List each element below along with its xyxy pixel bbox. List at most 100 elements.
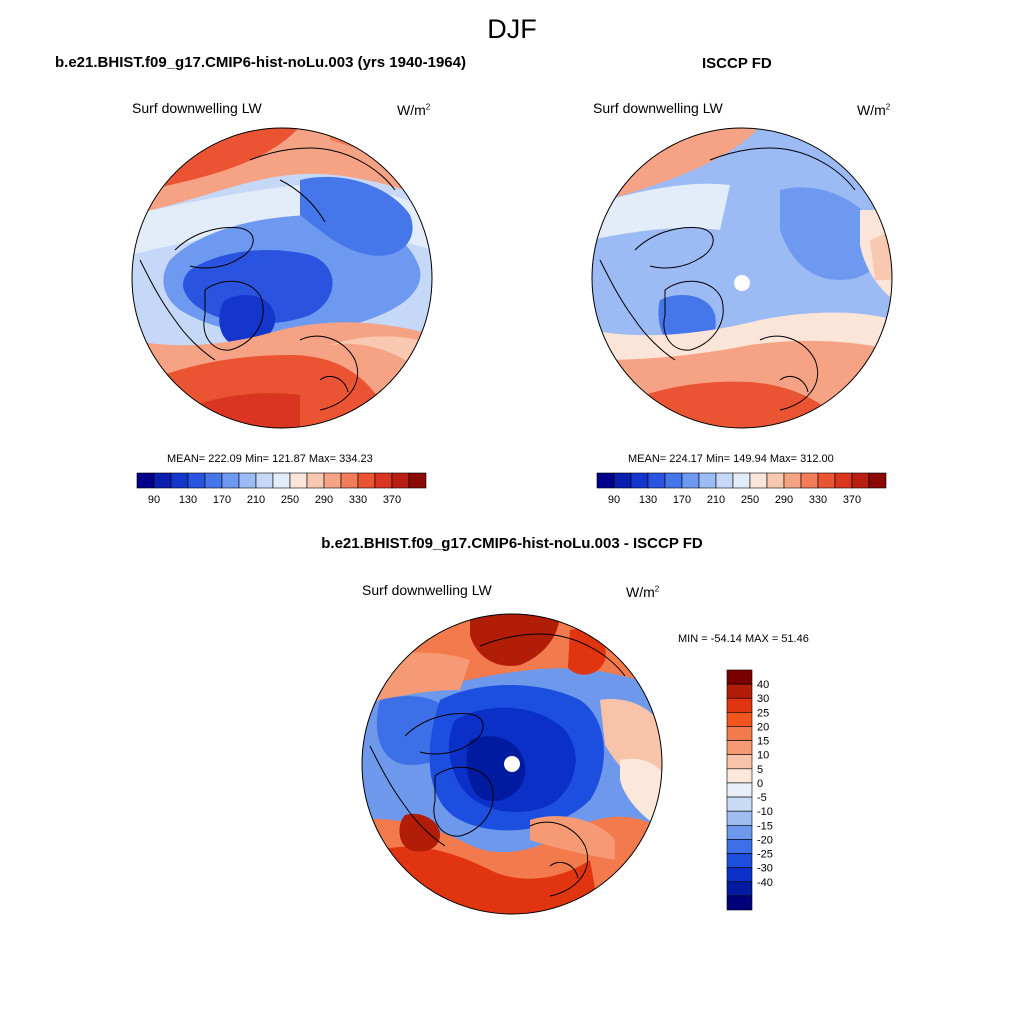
obs-colorbar-swatch	[681, 472, 700, 489]
diff-colorbar-swatch	[726, 867, 753, 883]
diff-colorbar-tick-label: 20	[757, 721, 769, 733]
diff-variable-label: Surf downwelling LW	[362, 582, 492, 598]
diff-colorbar-swatch	[726, 824, 753, 840]
obs-colorbar-tick-label: 90	[608, 494, 620, 506]
diff-colorbar-swatch	[726, 726, 753, 741]
obs-colorbar-swatch	[851, 472, 870, 489]
diff-colorbar-tick-label: -30	[757, 863, 773, 875]
model-colorbar-swatch	[357, 472, 376, 489]
diff-colorbar-swatch	[726, 881, 753, 897]
obs-polar-map	[591, 127, 893, 429]
obs-colorbar-swatch	[698, 472, 717, 489]
diff-polar-map	[361, 613, 663, 915]
diff-colorbar-tick-label: -15	[757, 820, 773, 832]
model-polar-map	[131, 127, 433, 429]
model-colorbar-tick-label: 370	[383, 494, 401, 506]
obs-colorbar-swatch	[868, 472, 887, 489]
model-colorbar-swatch	[153, 472, 172, 489]
diff-panel-title: b.e21.BHIST.f09_g17.CMIP6-hist-noLu.003 …	[321, 535, 703, 552]
model-colorbar-swatch	[340, 472, 359, 489]
model-stats: MEAN= 222.09 Min= 121.87 Max= 334.23	[167, 453, 373, 465]
model-colorbar-tick-label: 290	[315, 494, 333, 506]
obs-colorbar-swatch	[664, 472, 683, 489]
model-colorbar-swatch	[204, 472, 223, 489]
diff-colorbar-swatch	[726, 669, 753, 685]
model-colorbar-swatch	[374, 472, 393, 489]
diff-unit-label: W/m2	[626, 584, 660, 600]
model-colorbar-swatch	[272, 472, 291, 489]
model-colorbar-swatch	[238, 472, 257, 489]
obs-colorbar-swatch	[834, 472, 853, 489]
model-colorbar-swatch	[221, 472, 240, 489]
obs-colorbar-swatch	[800, 472, 819, 489]
diff-colorbar-swatch	[726, 895, 753, 911]
diff-colorbar-tick-label: 15	[757, 736, 769, 748]
diff-stats: MIN = -54.14 MAX = 51.46	[678, 633, 809, 645]
diff-colorbar-tick-label: 30	[757, 693, 769, 705]
obs-colorbar-swatch	[732, 472, 751, 489]
diff-colorbar-swatch	[726, 810, 753, 826]
obs-colorbar-swatch	[749, 472, 768, 489]
diff-colorbar-swatch	[726, 782, 753, 798]
model-colorbar-swatch	[289, 472, 308, 489]
obs-colorbar-tick-label: 330	[809, 494, 827, 506]
obs-colorbar-tick-label: 250	[741, 494, 759, 506]
model-colorbar-tick-label: 90	[148, 494, 160, 506]
model-colorbar-swatch	[136, 472, 155, 489]
obs-variable-label: Surf downwelling LW	[593, 100, 723, 116]
model-colorbar-swatch	[306, 472, 325, 489]
model-colorbar-tick-label: 330	[349, 494, 367, 506]
diff-colorbar-swatch	[726, 796, 753, 812]
model-colorbar-swatch	[391, 472, 410, 489]
obs-panel-title: ISCCP FD	[702, 55, 772, 72]
diff-colorbar-swatch	[726, 768, 753, 784]
obs-colorbar: 90 130 170 210 250 290 330 370	[596, 472, 887, 506]
model-variable-label: Surf downwelling LW	[132, 100, 262, 116]
model-colorbar-swatch	[323, 472, 342, 489]
diff-colorbar-tick-label: -10	[757, 806, 773, 818]
diff-colorbar-swatch	[726, 683, 753, 699]
diff-colorbar-tick-label: -20	[757, 834, 773, 846]
model-colorbar-swatch	[255, 472, 274, 489]
model-colorbar-swatch	[187, 472, 206, 489]
page-title: DJF	[487, 14, 537, 44]
diff-colorbar-swatch	[726, 754, 753, 770]
diff-colorbar-tick-label: 25	[757, 707, 769, 719]
obs-colorbar-swatch	[783, 472, 802, 489]
obs-colorbar-swatch	[766, 472, 785, 489]
obs-colorbar-tick-label: 290	[775, 494, 793, 506]
model-colorbar: 90 130 170 210 250 290 330 370	[136, 472, 427, 506]
diff-colorbar-tick-label: 0	[757, 778, 763, 790]
obs-unit-label: W/m2	[857, 102, 891, 118]
obs-colorbar-swatch	[613, 472, 632, 489]
diff-colorbar-tick-label: 10	[757, 750, 769, 762]
obs-stats: MEAN= 224.17 Min= 149.94 Max= 312.00	[628, 453, 834, 465]
obs-colorbar-tick-label: 170	[673, 494, 691, 506]
obs-colorbar-swatch	[647, 472, 666, 489]
diff-colorbar-tick-label: 40	[757, 679, 769, 691]
diff-colorbar-swatch	[726, 853, 753, 868]
diff-colorbar-swatch	[726, 839, 753, 854]
diff-colorbar-swatch	[726, 697, 753, 713]
diff-colorbar: 40 30 25 20 15 10 5 0 -5 -10 -15 -20 -25 -30 -40	[726, 669, 773, 911]
model-colorbar-tick-label: 170	[213, 494, 231, 506]
model-colorbar-tick-label: 210	[247, 494, 265, 506]
obs-colorbar-swatch	[596, 472, 615, 489]
diff-colorbar-swatch	[726, 740, 753, 756]
model-colorbar-tick-label: 250	[281, 494, 299, 506]
obs-colorbar-swatch	[817, 472, 836, 489]
diff-colorbar-tick-label: -40	[757, 877, 773, 889]
diff-colorbar-swatch	[726, 712, 753, 727]
model-panel-title: b.e21.BHIST.f09_g17.CMIP6-hist-noLu.003 …	[55, 54, 466, 71]
obs-colorbar-tick-label: 130	[639, 494, 657, 506]
obs-colorbar-tick-label: 370	[843, 494, 861, 506]
diff-colorbar-tick-label: -5	[757, 792, 767, 804]
obs-colorbar-tick-label: 210	[707, 494, 725, 506]
model-colorbar-tick-label: 130	[179, 494, 197, 506]
model-colorbar-swatch	[170, 472, 189, 489]
obs-colorbar-swatch	[715, 472, 734, 489]
obs-colorbar-swatch	[630, 472, 649, 489]
diff-colorbar-tick-label: -25	[757, 849, 773, 861]
model-unit-label: W/m2	[397, 102, 431, 118]
